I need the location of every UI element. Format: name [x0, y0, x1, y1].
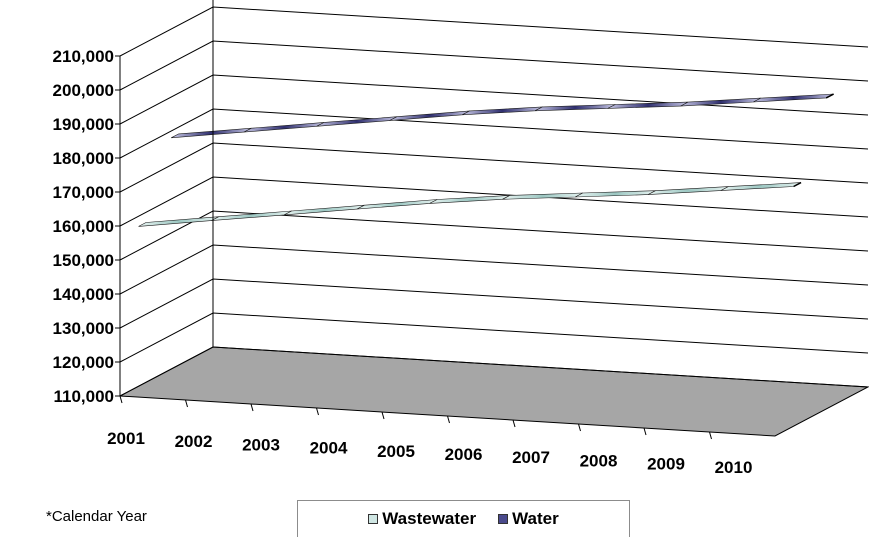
- y-tick-label: 120,000: [53, 353, 114, 372]
- x-tick-mark: [381, 411, 385, 420]
- x-tick-label: 2005: [377, 442, 415, 461]
- legend-label-wastewater: Wastewater: [382, 509, 477, 528]
- legend-item-water: Water: [498, 509, 559, 529]
- chart: 110,000 120,000 130,000 140,000 150,000 160,0…: [53, 0, 869, 477]
- gridline: [119, 244, 869, 295]
- ribbon-segment: [647, 186, 729, 195]
- x-tick-mark: [119, 395, 123, 404]
- x-axis-tick-labels: 2001 2002 2003 2004 2005 2006 2007 2008 2009 2010: [107, 395, 753, 477]
- x-tick-label: 2003: [242, 435, 280, 454]
- y-tick-label: 150,000: [53, 251, 114, 270]
- x-tick-mark: [643, 427, 647, 436]
- ribbon-segment: [753, 93, 834, 103]
- legend: Wastewater Water: [297, 500, 630, 537]
- legend-item-wastewater: Wastewater: [368, 509, 476, 529]
- x-tick-mark: [316, 407, 319, 416]
- axes: [119, 0, 214, 396]
- x-tick-mark: [447, 415, 450, 424]
- x-tick-mark: [185, 399, 188, 408]
- chart-floor: [118, 346, 869, 437]
- legend-label-water: Water: [512, 509, 559, 528]
- y-tick-label: 130,000: [53, 319, 114, 338]
- x-tick-label: 2004: [310, 439, 348, 458]
- ribbon-segment: [243, 122, 325, 133]
- x-tick-label: 2002: [175, 432, 213, 451]
- legend-swatch-wastewater: [368, 514, 379, 524]
- legend-swatch-water: [498, 514, 509, 524]
- floor-plane: [118, 346, 869, 437]
- x-tick-label: 2007: [512, 448, 550, 467]
- series-wastewater: [138, 181, 802, 227]
- y-tick-label: 170,000: [53, 183, 114, 202]
- gridline: [119, 142, 869, 193]
- footnote: *Calendar Year: [46, 508, 147, 525]
- x-tick-mark: [709, 431, 712, 440]
- y-tick-label: 190,000: [53, 115, 114, 134]
- ribbon-segment: [356, 199, 438, 210]
- ribbon-segment: [211, 210, 292, 221]
- ribbon-segment: [284, 204, 365, 216]
- ribbon-segment: [607, 101, 689, 109]
- series-water: [171, 93, 834, 139]
- gridlines: [119, 6, 869, 397]
- ribbon-segment: [429, 195, 511, 204]
- ribbon-segment: [575, 190, 656, 198]
- y-axis-tick-labels: 110,000 120,000 130,000 140,000 150,000 160,0…: [53, 47, 120, 406]
- ribbon-segment: [462, 106, 543, 116]
- x-tick-mark: [578, 423, 581, 432]
- gridline: [119, 108, 869, 159]
- y-tick-label: 160,000: [53, 217, 114, 236]
- ribbon-segment: [720, 182, 802, 191]
- ribbon-segment: [138, 216, 219, 227]
- y-tick-label: 180,000: [53, 149, 114, 168]
- y-tick-label: 210,000: [53, 47, 114, 66]
- x-tick-mark: [250, 403, 254, 412]
- ribbon-segment: [389, 110, 470, 121]
- y-tick-label: 200,000: [53, 81, 114, 100]
- series-ribbons: [138, 93, 834, 227]
- x-tick-label: 2010: [715, 458, 753, 477]
- x-tick-label: 2001: [107, 429, 145, 448]
- gridline: [119, 278, 869, 329]
- y-tick-label: 140,000: [53, 285, 114, 304]
- gridline: [119, 40, 869, 91]
- ribbon-segment: [534, 104, 616, 112]
- ribbon-end: [793, 181, 802, 188]
- x-tick-label: 2008: [580, 451, 618, 470]
- gridline: [119, 6, 869, 57]
- x-tick-mark: [512, 419, 516, 428]
- ribbon-segment: [680, 97, 761, 107]
- ribbon-end: [825, 93, 834, 99]
- x-tick-label: 2009: [647, 455, 685, 474]
- x-tick-label: 2006: [445, 445, 483, 464]
- ribbon-segment: [171, 127, 252, 139]
- y-tick-label: 110,000: [53, 387, 114, 406]
